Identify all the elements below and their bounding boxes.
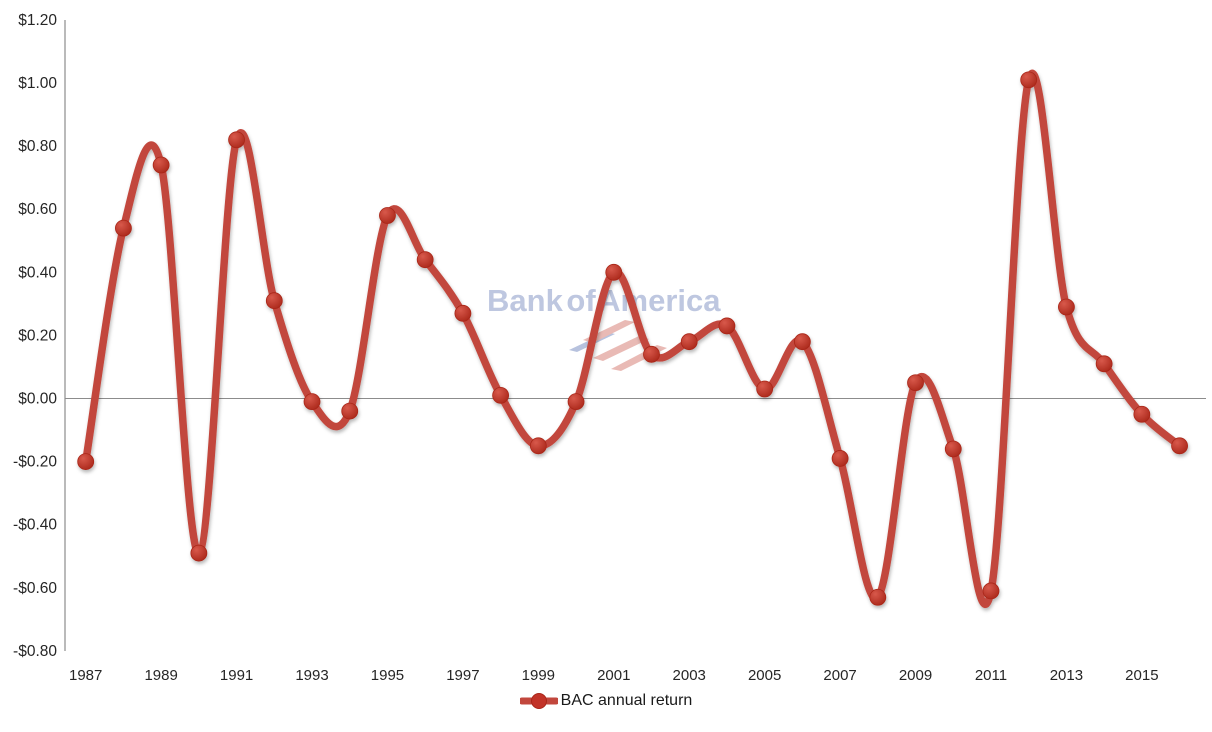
data-point-2016	[1171, 437, 1188, 455]
legend-label: BAC annual return	[560, 692, 693, 709]
x-axis-tick-label: 1989	[144, 667, 177, 684]
x-axis-tick-label: 2015	[1125, 667, 1158, 684]
data-point-2001	[605, 263, 623, 281]
data-point-2009	[907, 374, 924, 392]
data-point-2014	[1095, 355, 1113, 373]
x-axis-tick-label: 2003	[673, 667, 706, 684]
data-point-1997	[454, 304, 472, 322]
y-axis-tick-label: -$0.20	[13, 454, 57, 471]
x-axis-tick-label: 2001	[597, 667, 630, 684]
data-point-2013	[1058, 298, 1075, 316]
data-point-2015	[1133, 405, 1151, 423]
data-point-1995	[379, 207, 396, 224]
x-axis-tick-label: 2007	[823, 667, 856, 684]
data-point-1993	[303, 393, 321, 411]
y-axis-tick-label: -$0.40	[13, 517, 57, 534]
x-axis-tick-label: 1991	[220, 667, 253, 684]
x-axis-tick-label: 1987	[69, 667, 102, 684]
data-point-2007	[831, 450, 849, 467]
legend: BAC annual return	[0, 692, 1212, 710]
x-axis-tick-label: 1993	[295, 667, 328, 684]
data-point-1992	[265, 292, 283, 310]
x-axis-tick-label: 1995	[371, 667, 404, 684]
data-point-1990	[190, 544, 208, 562]
y-axis-tick-label: $0.20	[18, 327, 57, 344]
data-point-2006	[793, 333, 811, 351]
data-point-2012	[1020, 71, 1038, 89]
bac-annual-return-line	[81, 69, 1184, 608]
data-point-1996	[416, 251, 434, 269]
x-axis-tick-label: 2011	[975, 667, 1007, 684]
data-point-1999	[529, 437, 547, 455]
y-axis-tick-label: -$0.60	[13, 580, 57, 597]
y-axis-tick-label: $1.00	[18, 75, 57, 92]
data-point-2005	[756, 380, 774, 398]
data-point-1998	[492, 386, 510, 404]
legend-marker-icon	[519, 693, 558, 709]
data-point-2000	[567, 393, 585, 411]
data-point-2002	[643, 345, 660, 363]
data-point-1991	[228, 131, 245, 149]
data-point-2008	[869, 588, 887, 606]
data-point-2004	[718, 317, 736, 335]
data-point-1994	[341, 402, 359, 420]
x-axis-tick-label: 2013	[1050, 667, 1083, 684]
data-point-2003	[680, 333, 698, 351]
x-axis-tick-label: 2009	[899, 667, 932, 684]
y-axis-tick-label: $1.20	[18, 12, 57, 29]
y-axis-tick-label: $0.80	[18, 138, 57, 155]
data-point-1988	[115, 219, 132, 237]
data-point-1989	[152, 156, 170, 174]
data-point-2010	[944, 440, 962, 458]
y-axis-tick-label: $0.60	[18, 201, 57, 218]
x-axis-tick-label: 2005	[748, 667, 781, 684]
y-axis-tick-label: -$0.80	[13, 643, 57, 660]
y-axis-tick-label: $0.40	[18, 264, 57, 281]
x-axis-tick-label: 1997	[446, 667, 479, 684]
data-point-1987	[77, 453, 95, 471]
data-point-2011	[982, 582, 1000, 600]
x-axis-tick-label: 1999	[522, 667, 555, 684]
y-axis-tick-label: $0.00	[18, 391, 57, 408]
